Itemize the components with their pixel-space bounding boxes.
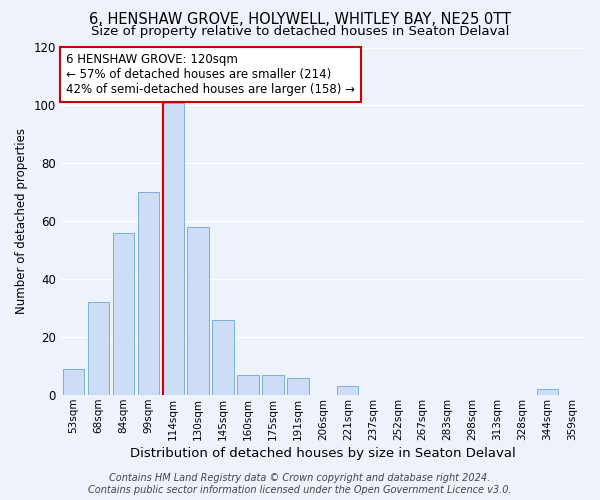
Bar [137, 192, 159, 395]
Bar [113, 233, 134, 395]
Bar [337, 386, 358, 395]
Y-axis label: Number of detached properties: Number of detached properties [15, 128, 28, 314]
Bar [212, 320, 233, 395]
Bar [88, 302, 109, 395]
X-axis label: Distribution of detached houses by size in Seaton Delaval: Distribution of detached houses by size … [130, 447, 516, 460]
Bar [537, 390, 558, 395]
Bar [163, 102, 184, 395]
Text: 6 HENSHAW GROVE: 120sqm
← 57% of detached houses are smaller (214)
42% of semi-d: 6 HENSHAW GROVE: 120sqm ← 57% of detache… [66, 52, 355, 96]
Bar [287, 378, 308, 395]
Text: Contains HM Land Registry data © Crown copyright and database right 2024.
Contai: Contains HM Land Registry data © Crown c… [88, 474, 512, 495]
Bar [238, 375, 259, 395]
Bar [62, 369, 84, 395]
Text: Size of property relative to detached houses in Seaton Delaval: Size of property relative to detached ho… [91, 25, 509, 38]
Bar [262, 375, 284, 395]
Bar [187, 227, 209, 395]
Text: 6, HENSHAW GROVE, HOLYWELL, WHITLEY BAY, NE25 0TT: 6, HENSHAW GROVE, HOLYWELL, WHITLEY BAY,… [89, 12, 511, 28]
